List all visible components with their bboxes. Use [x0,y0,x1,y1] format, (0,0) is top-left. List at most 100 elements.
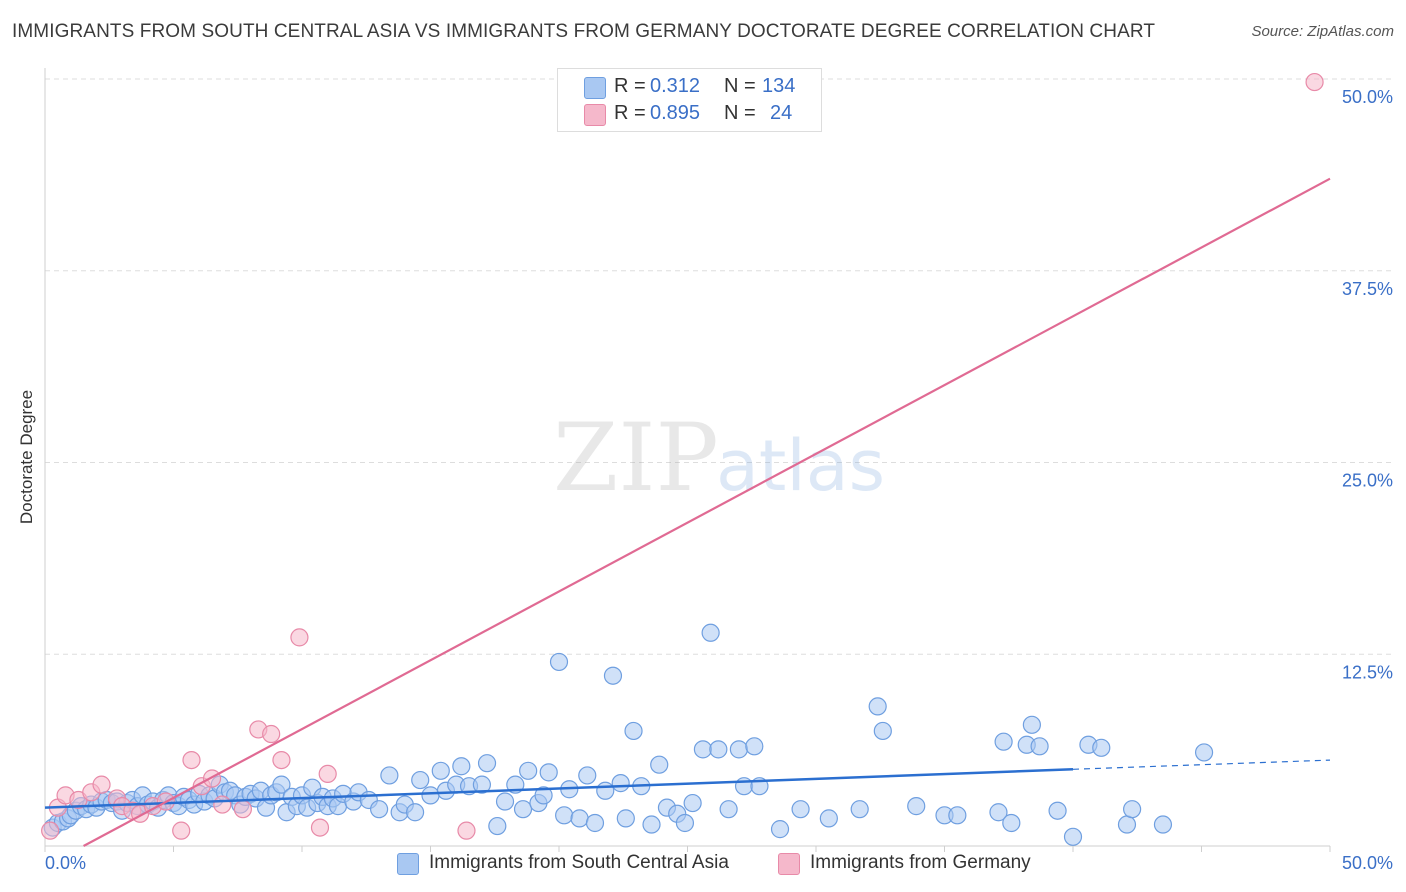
point-south-central-asia [616,809,635,828]
point-south-central-asia [1117,815,1137,834]
point-south-central-asia [1194,743,1214,762]
correlation-legend: R = 0.312 N = 134 R = 0.895 N = 24 [557,68,822,132]
point-germany [41,821,60,840]
legend-swatch-pink [584,104,606,126]
point-south-central-asia [1153,815,1173,834]
point-south-central-asia [729,740,749,759]
point-south-central-asia [495,792,515,811]
source-note: Source: ZipAtlas.com [1251,23,1394,40]
y-tick-label: 50.0% [1342,87,1393,107]
trend-line-south-central-asia [44,768,1074,809]
point-south-central-asia [683,793,702,813]
point-south-central-asia [488,816,507,836]
point-south-central-asia [907,797,926,816]
point-south-central-asia [421,786,440,805]
point-south-central-asia [650,755,669,774]
point-south-central-asia [709,740,728,759]
point-south-central-asia [405,803,425,822]
point-germany [290,628,309,647]
series-germany-points [41,72,1324,840]
legend-swatch-blue [584,77,606,99]
bottom-legend-label-pink: Immigrants from Germany [810,852,1031,873]
point-south-central-asia [578,766,597,785]
point-south-central-asia [431,761,450,780]
point-germany [92,775,111,794]
point-south-central-asia [411,770,430,790]
point-south-central-asia [868,697,887,716]
y-tick-label: 25.0% [1342,471,1393,491]
tick-labels: 12.5% 25.0% 37.5% 50.0% 0.0% 50.0% [45,87,1393,873]
legend-n-label: N = [724,75,756,97]
point-germany [213,795,232,814]
y-tick-label: 12.5% [1342,662,1393,682]
trend-line-germany [83,177,1331,847]
point-south-central-asia [675,813,695,833]
point-south-central-asia [701,623,720,642]
point-germany [457,821,476,840]
watermark-zip: ZIP [553,404,719,513]
point-south-central-asia [596,781,615,800]
x-tick-label: 50.0% [1342,853,1393,873]
point-germany [318,764,337,784]
point-south-central-asia [549,652,569,672]
point-germany [202,769,222,788]
point-south-central-asia [477,754,497,773]
point-south-central-asia [519,761,538,780]
x-tick-label: 0.0% [45,853,86,873]
legend-r-label: R = [614,102,646,124]
point-germany [1305,72,1324,92]
bottom-legend-swatch-pink [778,853,800,875]
point-south-central-asia [555,806,574,825]
point-south-central-asia [791,800,810,819]
point-south-central-asia [611,774,630,793]
point-south-central-asia [513,800,533,819]
point-south-central-asia [1092,738,1111,757]
point-south-central-asia [819,809,838,828]
point-south-central-asia [380,766,399,785]
point-south-central-asia [370,800,389,819]
gridlines [45,78,1392,655]
point-germany [233,800,252,819]
point-south-central-asia [693,740,713,759]
chart-title: IMMIGRANTS FROM SOUTH CENTRAL ASIA VS IM… [12,21,1156,42]
axes [44,68,1331,852]
point-south-central-asia [873,721,892,741]
point-germany [182,750,201,770]
point-south-central-asia [570,809,589,828]
point-germany [262,724,281,744]
bottom-legend-swatch-blue [397,853,419,875]
point-south-central-asia [272,775,291,794]
point-south-central-asia [719,800,738,819]
point-south-central-asia [472,775,491,794]
point-south-central-asia [850,800,869,819]
legend-n-label: N = [724,102,756,124]
trend-lines [44,177,1331,847]
point-south-central-asia [585,813,605,833]
point-south-central-asia [745,737,764,756]
point-south-central-asia [1002,813,1021,833]
point-germany [272,750,291,770]
point-south-central-asia [1030,737,1049,756]
y-tick-label: 37.5% [1342,279,1393,299]
point-germany [310,818,330,837]
trend-line-south-central-asia-extension [1072,759,1331,770]
point-south-central-asia [948,806,967,825]
point-south-central-asia [1022,715,1041,734]
point-south-central-asia [534,786,553,805]
point-south-central-asia [1123,800,1142,819]
legend-r-value: 0.895 [650,102,701,124]
series-south-central-asia-points [43,623,1214,846]
legend-r-label: R = [614,75,646,97]
point-south-central-asia [1048,801,1067,820]
legend-n-value: 134 [762,75,796,97]
y-axis-label: Doctorate Degree [17,389,36,525]
point-south-central-asia [452,757,471,776]
point-south-central-asia [770,820,790,839]
point-south-central-asia [539,763,558,782]
point-south-central-asia [994,732,1013,751]
legend-n-value: 24 [770,102,793,124]
point-south-central-asia [603,666,623,685]
point-south-central-asia [989,803,1008,822]
point-south-central-asia [624,721,643,741]
